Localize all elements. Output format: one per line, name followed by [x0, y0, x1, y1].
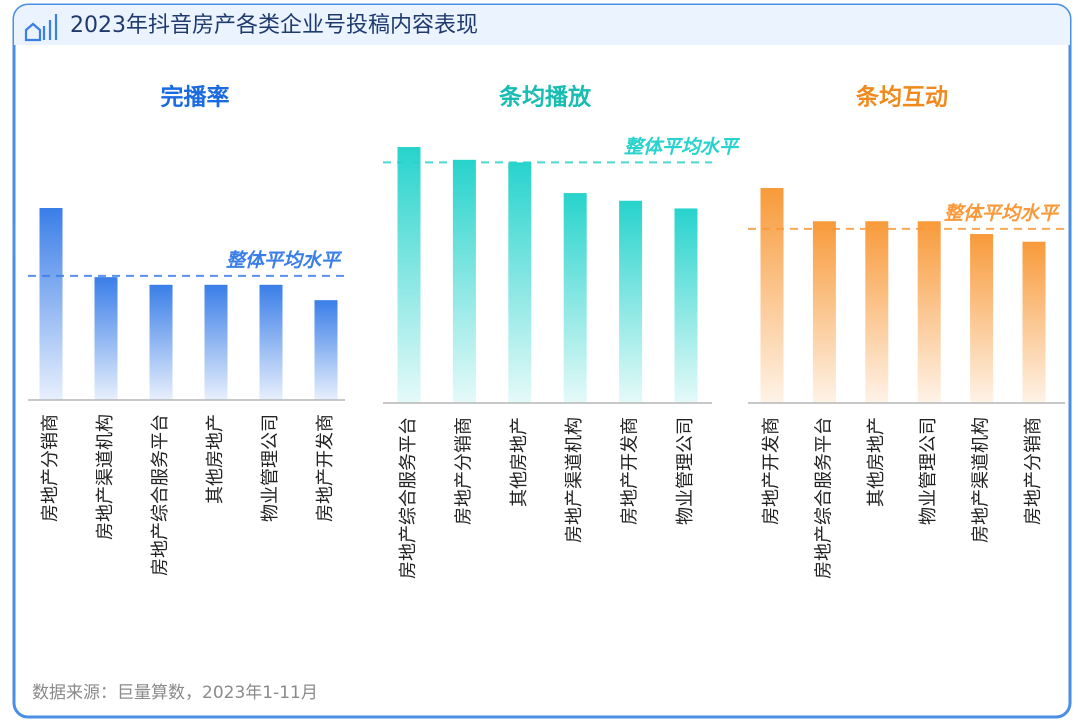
bar [1022, 241, 1046, 403]
x-tick-label: 其他房地产 [509, 417, 530, 507]
x-tick-label: 房地产开发商 [315, 414, 336, 522]
bar [563, 193, 587, 403]
x-tick-label: 房地产渠道机构 [971, 417, 992, 543]
bar [149, 284, 173, 400]
x-tick-label: 房地产分销商 [40, 414, 61, 522]
x-tick-label: 房地产分销商 [1023, 417, 1044, 525]
x-tick-label: 其他房地产 [205, 414, 226, 504]
bar [259, 284, 283, 400]
panel-title: 条均播放 [499, 84, 592, 111]
header-bar [14, 5, 1070, 45]
bar [94, 277, 118, 400]
x-tick-label: 房地产综合服务平台 [398, 417, 419, 579]
source-note: 数据来源：巨量算数，2023年1-11月 [32, 683, 318, 703]
bar [397, 147, 421, 403]
bar [970, 234, 994, 403]
x-tick-label: 房地产渠道机构 [95, 414, 116, 540]
panel-title: 条均互动 [856, 84, 948, 111]
bar [917, 221, 941, 403]
bar [760, 187, 784, 403]
x-tick-label: 其他房地产 [866, 417, 887, 507]
header-icon [24, 14, 58, 42]
x-tick-label: 房地产综合服务平台 [813, 417, 834, 579]
bar [39, 208, 63, 400]
x-tick-label: 房地产开发商 [620, 417, 641, 525]
x-tick-label: 物业管理公司 [918, 417, 939, 525]
panel-title: 完播率 [161, 84, 230, 111]
x-tick-label: 房地产开发商 [761, 417, 782, 525]
x-tick-label: 房地产渠道机构 [564, 417, 585, 543]
x-tick-label: 物业管理公司 [675, 417, 696, 525]
reference-label: 整体平均水平 [226, 249, 343, 271]
bar [674, 208, 698, 403]
bar [865, 221, 889, 403]
reference-label: 整体平均水平 [624, 136, 741, 158]
x-tick-label: 房地产综合服务平台 [150, 414, 171, 576]
bar [314, 300, 338, 400]
bar [812, 221, 836, 403]
page-title: 2023年抖音房产各类企业号投稿内容表现 [70, 13, 478, 38]
bar [619, 200, 643, 403]
x-tick-label: 物业管理公司 [260, 414, 281, 522]
x-tick-label: 房地产分销商 [453, 417, 474, 525]
bar [452, 159, 476, 403]
bar [508, 162, 532, 403]
bar [204, 284, 228, 400]
reference-label: 整体平均水平 [944, 202, 1061, 224]
